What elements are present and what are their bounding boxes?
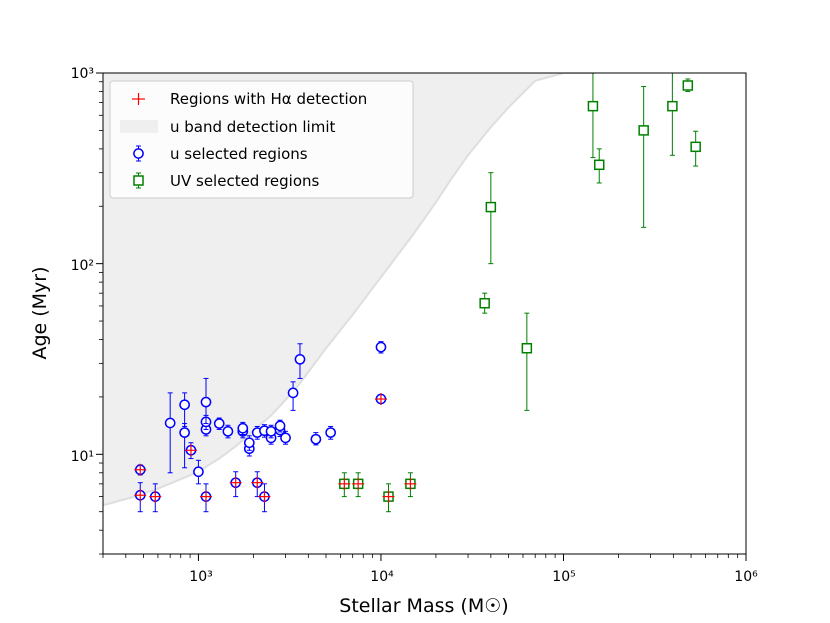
u-selected-marker: [222, 425, 234, 437]
axes-frame: [102, 72, 747, 555]
u-selected-point: [179, 423, 190, 469]
x-axis-label: Stellar Mass (M☉): [339, 595, 508, 617]
u-selected-point: [375, 341, 387, 354]
u-selected-point: [213, 417, 225, 430]
legend-halpha-marker: [132, 93, 145, 105]
uv-selected-marker: [667, 100, 678, 112]
uv-selected-point: [667, 73, 678, 156]
u-selected-point: [294, 343, 306, 379]
u-selected-point: [164, 392, 176, 474]
legend-limit-swatch: [120, 120, 158, 133]
uv-selected-marker: [485, 201, 497, 213]
u-selected-point: [193, 459, 204, 485]
u-selected-point: [258, 483, 271, 513]
legend-label-halpha: Regions with Hα detection: [170, 90, 367, 108]
u-selected-point: [229, 471, 242, 498]
u-selected-point: [179, 392, 190, 427]
u-selected-marker: [164, 417, 176, 429]
uv-selected-point: [521, 312, 533, 411]
u-selected-point: [280, 430, 291, 445]
u-selected-marker: [243, 437, 255, 449]
u-selected-marker: [287, 387, 299, 399]
legend-label-u-selected: u selected regions: [170, 145, 308, 163]
legend-label-uv-selected: UV selected regions: [170, 172, 320, 190]
uv-selected-point: [593, 148, 605, 184]
u-selected-point: [243, 435, 255, 451]
u-selected-point: [274, 419, 286, 433]
uv-selected-marker: [593, 159, 605, 171]
uv-selected-point: [338, 472, 351, 498]
uv-selected-marker: [682, 80, 694, 91]
uv-selected-point: [638, 85, 649, 228]
uv-selected-point: [382, 483, 395, 513]
data-points-layer: [134, 73, 701, 513]
legend-label-limit: u band detection limit: [170, 118, 336, 136]
u-selected-point: [325, 425, 336, 440]
uv-selected-marker: [690, 141, 701, 153]
u-selected-marker: [325, 427, 336, 438]
u-selected-point: [265, 424, 277, 439]
u-selected-point: [222, 424, 234, 439]
y-tick-label: 10²: [71, 258, 94, 274]
uv-selected-point: [404, 472, 417, 498]
u-selected-marker: [193, 466, 204, 478]
u-selected-point: [251, 425, 263, 440]
uv-selected-marker: [638, 125, 649, 136]
legend-uv-selected-marker: [133, 172, 144, 189]
u-selected-point: [237, 421, 249, 436]
y-tick-labels: 10¹ 10² 10³: [71, 66, 94, 465]
u-selected-marker: [310, 433, 322, 445]
y-axis-label: Age (Myr): [29, 266, 51, 359]
u-selected-marker: [274, 420, 286, 432]
legend: Regions with Hα detection u band detecti…: [109, 80, 414, 199]
x-tick-label: 10³: [189, 569, 212, 585]
u-selected-point: [134, 463, 147, 476]
u-selected-point: [184, 442, 197, 460]
u-selected-point: [374, 393, 387, 406]
u-selected-marker: [294, 353, 306, 365]
u-selected-point: [134, 482, 147, 513]
x-tick-label: 10⁶: [734, 569, 758, 585]
u-selected-marker: [179, 427, 190, 438]
uv-selected-point: [485, 172, 497, 265]
u-selected-point: [310, 432, 322, 446]
u-selected-marker: [375, 341, 387, 353]
u-selected-marker: [280, 432, 291, 444]
x-tick-label: 10⁴: [370, 569, 394, 585]
y-tick-label: 10³: [71, 66, 94, 82]
u-selected-point: [199, 483, 212, 513]
uv-selected-point: [682, 78, 694, 92]
uv-selected-marker: [479, 297, 490, 309]
u-selected-marker: [179, 399, 190, 411]
y-tick-label: 10¹: [71, 449, 94, 465]
u-selected-marker: [200, 396, 212, 408]
u-selected-point: [287, 381, 299, 411]
legend-u-selected-marker: [133, 145, 144, 162]
uv-selected-point: [352, 472, 365, 498]
u-selected-marker: [213, 418, 225, 429]
x-tick-labels: 10³ 10⁴ 10⁵ 10⁶: [189, 569, 758, 585]
u-selected-marker: [265, 425, 277, 437]
legend-box: [109, 80, 414, 199]
x-tick-label: 10⁵: [552, 569, 575, 585]
uv-selected-point: [479, 292, 490, 314]
u-selected-point: [200, 377, 212, 425]
uv-selected-point: [587, 73, 599, 159]
u-selected-point: [149, 483, 162, 513]
uv-selected-marker: [587, 100, 599, 112]
uv-selected-marker: [521, 342, 533, 354]
u-selected-marker: [237, 422, 249, 434]
axis-ticks: [96, 72, 747, 561]
uv-selected-point: [690, 130, 701, 167]
